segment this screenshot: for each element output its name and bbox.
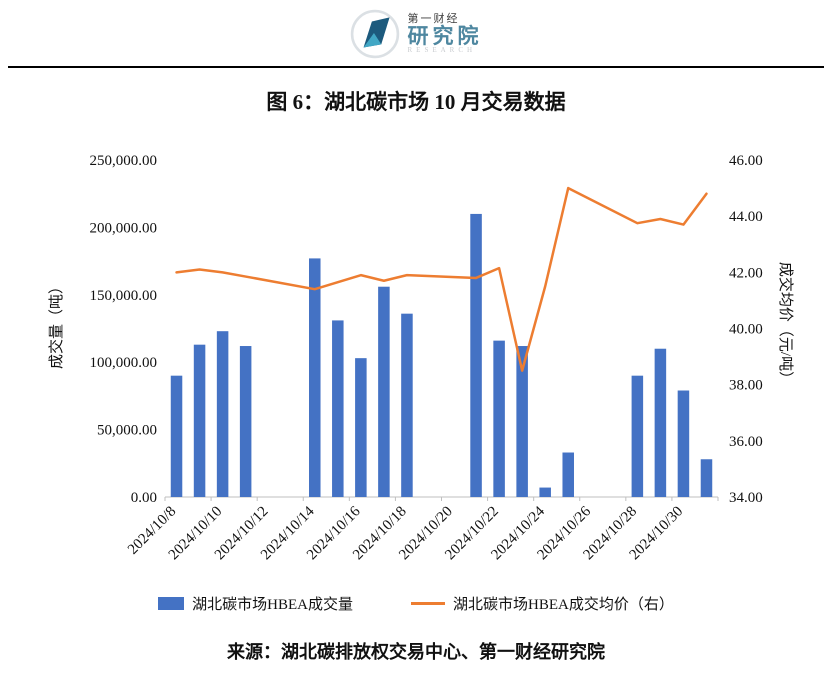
volume-bar	[355, 358, 367, 497]
right-axis-tick-label: 34.00	[729, 490, 763, 506]
figure-title: 图 6：湖北碳市场 10 月交易数据	[266, 90, 566, 114]
right-axis-tick-label: 36.00	[729, 434, 763, 450]
left-axis-title: 成交量（吨）	[49, 279, 65, 370]
volume-bar	[216, 331, 229, 497]
right-axis-tick-label: 42.00	[729, 265, 763, 281]
chart-area: 0.00 50,000.00 100,000.00 150,000.00 200,000…	[0, 124, 832, 586]
source-text: 来源：湖北碳排放权交易中心、第一财经研究院	[227, 642, 605, 662]
logo-text: 第一财经 研究院 RESEARCH	[407, 12, 483, 55]
volume-bar	[516, 346, 528, 497]
volume-legend-swatch	[158, 596, 185, 610]
brand-name-sub: RESEARCH	[407, 46, 477, 55]
brand-name-small: 第一财经	[407, 12, 460, 25]
left-axis-tick-label: 200,000.00	[90, 220, 158, 236]
price-legend-label: 湖北碳市场HBEA成交均价（右）	[453, 596, 674, 613]
right-axis-tick-label: 46.00	[729, 153, 763, 169]
volume-bar	[193, 344, 206, 497]
volume-bar	[654, 348, 667, 497]
left-axis-tick-label: 150,000.00	[90, 288, 158, 304]
volume-legend-label: 湖北碳市场HBEA成交量	[192, 596, 353, 613]
volume-bar	[700, 459, 713, 497]
volume-bar	[170, 375, 183, 497]
left-axis-tick-label: 250,000.00	[90, 153, 158, 169]
legend-item-price: 湖北碳市场HBEA成交均价（右）	[411, 593, 674, 614]
volume-bar	[539, 487, 551, 497]
volume-bar	[493, 340, 505, 497]
legend-item-volume: 湖北碳市场HBEA成交量	[158, 593, 353, 614]
chart-legend: 湖北碳市场HBEA成交量 湖北碳市场HBEA成交均价（右）	[0, 592, 832, 614]
right-axis-tick-label: 38.00	[729, 378, 763, 394]
volume-bar	[378, 286, 390, 497]
right-axis-tick-label: 44.00	[729, 209, 763, 225]
price-legend-swatch	[411, 601, 445, 605]
price-line	[175, 186, 708, 372]
header: 第一财经 研究院 RESEARCH	[0, 0, 832, 62]
volume-bar	[332, 320, 344, 497]
yicai-logo: 第一财经 研究院 RESEARCH	[350, 9, 483, 59]
left-axis-tick-label: 100,000.00	[90, 355, 158, 371]
header-divider	[8, 66, 824, 68]
left-axis-tick-label: 0.00	[131, 490, 157, 506]
volume-bar	[239, 346, 252, 497]
volume-bar	[401, 313, 413, 497]
volume-bar	[562, 452, 574, 497]
brand-name-large: 研究院	[407, 24, 483, 49]
volume-bar	[631, 375, 644, 497]
trading-combo-chart: 0.00 50,000.00 100,000.00 150,000.00 200,000…	[90, 153, 763, 563]
volume-bar	[309, 258, 321, 497]
left-axis-tick-label: 50,000.00	[97, 423, 157, 439]
yicai-logo-icon	[350, 9, 399, 59]
volume-bar	[470, 213, 482, 498]
right-axis-tick-label: 40.00	[729, 322, 763, 338]
volume-bar	[677, 390, 690, 497]
right-axis-title: 成交均价（元/吨）	[777, 261, 793, 387]
